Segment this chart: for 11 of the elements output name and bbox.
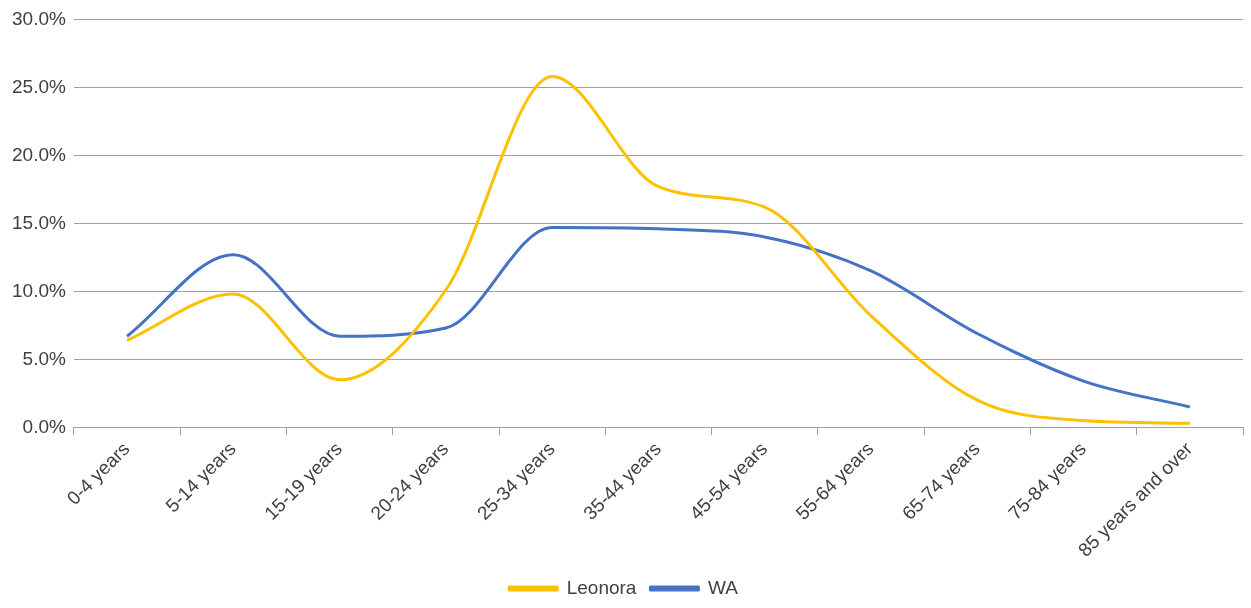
legend-label: WA <box>707 576 739 598</box>
line-series <box>125 75 1192 425</box>
y-tick-label: 0.0% <box>22 415 66 437</box>
y-tick-label: 20.0% <box>12 143 66 165</box>
line-series <box>125 225 1192 409</box>
y-tick-label: 25.0% <box>12 75 66 97</box>
y-tick-label: 15.0% <box>12 211 66 233</box>
y-tick-label: 30.0% <box>12 7 66 29</box>
legend-label: Leonora <box>566 576 637 598</box>
y-tick-label: 10.0% <box>12 279 66 301</box>
y-tick-label: 5.0% <box>22 347 66 369</box>
